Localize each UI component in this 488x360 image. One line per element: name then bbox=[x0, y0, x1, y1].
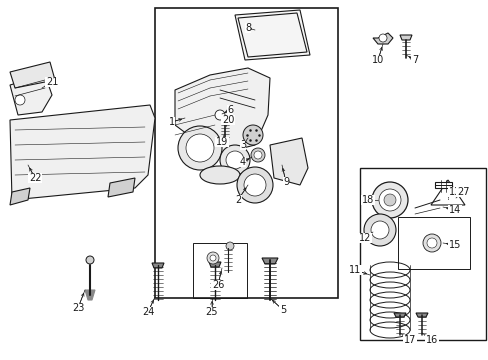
Polygon shape bbox=[175, 68, 269, 155]
Text: 13: 13 bbox=[448, 187, 460, 197]
Text: 12: 12 bbox=[358, 233, 370, 243]
Polygon shape bbox=[152, 263, 163, 268]
Text: 17: 17 bbox=[403, 335, 415, 345]
Bar bbox=[359, 168, 485, 340]
Bar bbox=[193, 243, 246, 298]
Circle shape bbox=[426, 238, 436, 248]
Circle shape bbox=[422, 234, 440, 252]
Polygon shape bbox=[10, 75, 52, 115]
Text: 21: 21 bbox=[46, 77, 58, 87]
Polygon shape bbox=[434, 182, 451, 188]
Text: 11: 11 bbox=[348, 265, 360, 275]
Bar bbox=[397, 217, 469, 269]
Text: !: ! bbox=[446, 195, 448, 201]
Bar bbox=[155, 8, 337, 298]
Circle shape bbox=[225, 242, 234, 250]
Text: 15: 15 bbox=[448, 240, 460, 250]
Polygon shape bbox=[108, 178, 135, 197]
Polygon shape bbox=[262, 258, 278, 264]
Circle shape bbox=[237, 167, 272, 203]
Circle shape bbox=[220, 145, 249, 175]
Text: 18: 18 bbox=[361, 195, 373, 205]
Text: 5: 5 bbox=[279, 305, 285, 315]
Text: 14: 14 bbox=[448, 205, 460, 215]
Polygon shape bbox=[415, 313, 427, 317]
Text: 2: 2 bbox=[234, 195, 241, 205]
Text: 3: 3 bbox=[240, 140, 245, 150]
Polygon shape bbox=[372, 33, 392, 44]
Circle shape bbox=[209, 255, 216, 261]
Circle shape bbox=[178, 126, 222, 170]
Circle shape bbox=[378, 34, 386, 42]
Text: 27: 27 bbox=[456, 187, 468, 197]
Circle shape bbox=[86, 256, 94, 264]
Polygon shape bbox=[393, 313, 405, 317]
Circle shape bbox=[250, 148, 264, 162]
Text: 16: 16 bbox=[425, 335, 437, 345]
Polygon shape bbox=[85, 290, 95, 300]
Circle shape bbox=[244, 174, 265, 196]
Polygon shape bbox=[10, 62, 55, 88]
Text: 23: 23 bbox=[72, 303, 84, 313]
Text: 26: 26 bbox=[211, 280, 224, 290]
Text: 22: 22 bbox=[29, 173, 41, 183]
Polygon shape bbox=[10, 105, 155, 200]
Polygon shape bbox=[430, 180, 464, 205]
Circle shape bbox=[206, 252, 219, 264]
Text: 4: 4 bbox=[240, 157, 245, 167]
Circle shape bbox=[363, 214, 395, 246]
Ellipse shape bbox=[200, 166, 240, 184]
Text: 10: 10 bbox=[371, 55, 384, 65]
Text: 8: 8 bbox=[244, 23, 250, 33]
Circle shape bbox=[185, 134, 214, 162]
Circle shape bbox=[225, 151, 244, 169]
Circle shape bbox=[243, 125, 263, 145]
Circle shape bbox=[15, 95, 25, 105]
Text: 1: 1 bbox=[168, 117, 175, 127]
Circle shape bbox=[383, 194, 395, 206]
Text: 20: 20 bbox=[222, 115, 234, 125]
Circle shape bbox=[371, 182, 407, 218]
Polygon shape bbox=[269, 138, 307, 185]
Text: 24: 24 bbox=[142, 307, 154, 317]
Circle shape bbox=[253, 151, 262, 159]
Text: 9: 9 bbox=[283, 177, 288, 187]
Polygon shape bbox=[10, 188, 30, 205]
Polygon shape bbox=[208, 262, 221, 267]
Circle shape bbox=[370, 221, 388, 239]
Polygon shape bbox=[235, 10, 309, 60]
Text: 19: 19 bbox=[215, 137, 228, 147]
Polygon shape bbox=[399, 35, 411, 40]
Text: 7: 7 bbox=[411, 55, 417, 65]
Text: 25: 25 bbox=[205, 307, 218, 317]
Circle shape bbox=[378, 189, 400, 211]
Circle shape bbox=[215, 110, 224, 120]
Text: 6: 6 bbox=[226, 105, 233, 115]
